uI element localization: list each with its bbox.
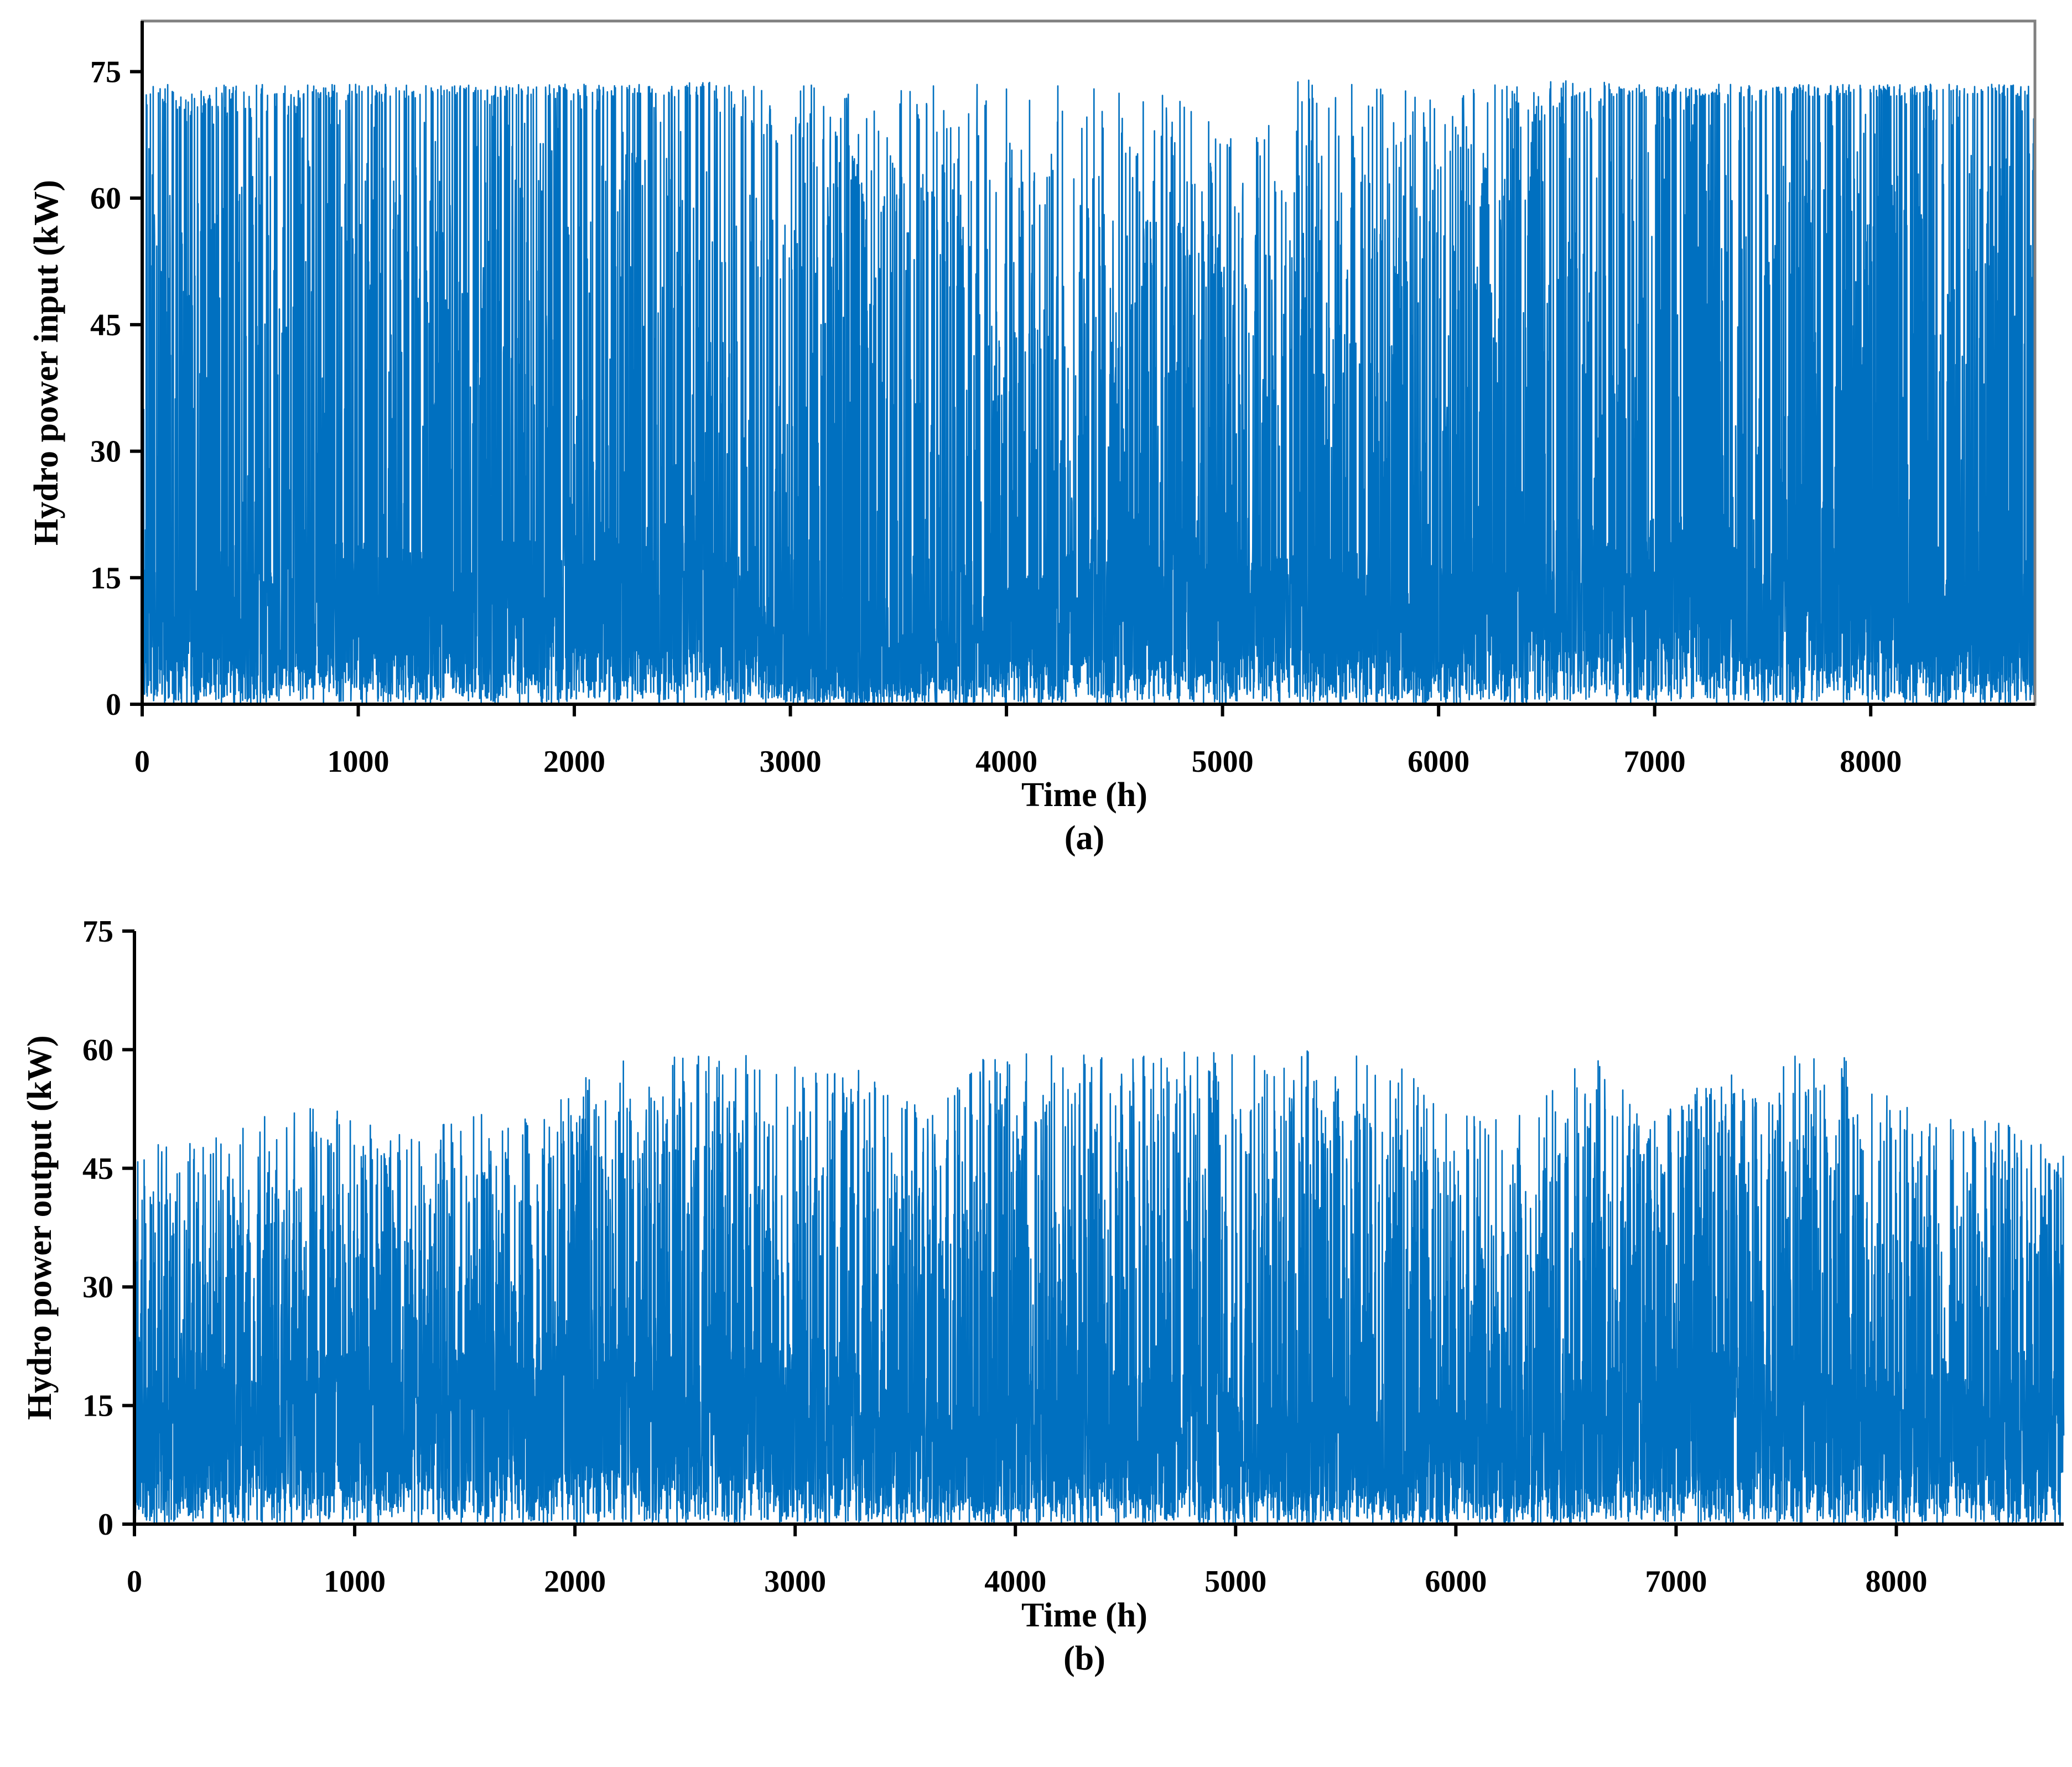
panel-label: (b) [1063, 1640, 1105, 1677]
x-tick-label: 3000 [764, 1565, 826, 1599]
y-tick-label: 45 [82, 1152, 113, 1186]
x-tick-label: 8000 [1865, 1565, 1927, 1599]
panel-a: 0 15 30 45 60 75 0 1000 2000 3000 4000 5000 6000 700… [28, 19, 2037, 857]
y-tick-label: 75 [90, 55, 121, 89]
y-axis-title: Hydro power output (kW) [21, 1035, 59, 1420]
panel-label: (a) [1064, 819, 1104, 857]
x-tick-label: 1000 [328, 745, 390, 779]
y-tick-label: 0 [98, 1508, 113, 1542]
x-tick-label: 0 [127, 1565, 142, 1599]
y-tick-label: 60 [90, 181, 121, 216]
y-tick-label: 15 [90, 561, 121, 595]
x-tick-label: 7000 [1645, 1565, 1707, 1599]
x-tick-labels: 0 1000 2000 3000 4000 5000 6000 7000 8000 [134, 745, 1902, 779]
x-tick-label: 4000 [975, 745, 1037, 779]
x-tick-labels: 0 1000 2000 3000 4000 5000 6000 7000 8000 [127, 1565, 1927, 1599]
x-tick-label: 8000 [1840, 745, 1902, 779]
y-tick-labels: 0 15 30 45 60 75 [90, 55, 121, 722]
x-axis-title: Time (h) [1021, 1597, 1147, 1634]
y-tick-label: 75 [82, 914, 113, 949]
x-tick-label: 2000 [543, 745, 605, 779]
x-tick-label: 0 [134, 745, 150, 779]
x-tick-label: 5000 [1192, 745, 1254, 779]
y-tick-label: 15 [82, 1389, 113, 1423]
x-tick-label: 2000 [544, 1565, 606, 1599]
y-axis-title: Hydro power input (kW) [28, 180, 65, 545]
x-tick-label: 3000 [760, 745, 822, 779]
panel-b: 0 15 30 45 60 75 0 1000 2000 3000 4000 5000 6000 700… [21, 914, 2065, 1677]
x-tick-label: 6000 [1408, 745, 1469, 779]
y-tick-labels: 0 15 30 45 60 75 [82, 914, 113, 1542]
x-tick-label: 4000 [984, 1565, 1046, 1599]
axes [122, 929, 2064, 1536]
series-hydro-power-input [141, 79, 2036, 705]
y-tick-label: 60 [82, 1033, 113, 1067]
x-axis-title: Time (h) [1021, 776, 1147, 814]
series-line [141, 79, 2036, 705]
axes [130, 21, 2035, 716]
y-tick-label: 0 [106, 688, 121, 722]
x-tick-label: 7000 [1624, 745, 1686, 779]
series-line [133, 1050, 2065, 1525]
series-hydro-power-output [133, 1050, 2065, 1525]
x-tick-label: 6000 [1425, 1565, 1487, 1599]
x-tick-label: 5000 [1204, 1565, 1266, 1599]
y-tick-label: 45 [90, 308, 121, 342]
y-tick-label: 30 [82, 1270, 113, 1305]
x-tick-label: 1000 [324, 1565, 386, 1599]
y-tick-label: 30 [90, 435, 121, 469]
